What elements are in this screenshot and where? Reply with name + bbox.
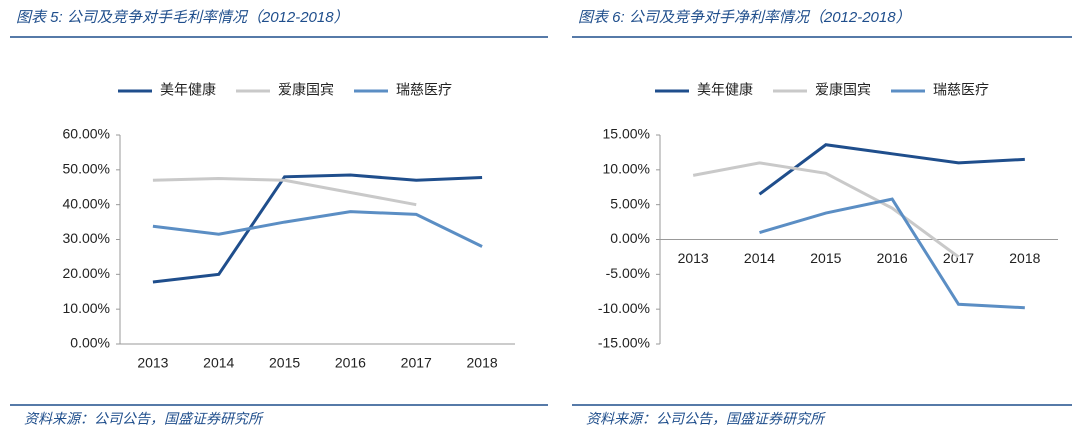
line	[152, 177, 417, 207]
y-tick-label: -15.00%	[598, 335, 650, 351]
y-tick-label: 30.00%	[63, 230, 110, 246]
y-tick-label: 50.00%	[63, 161, 110, 177]
y-tick-label: 0.00%	[70, 335, 110, 351]
y-tick-label: 40.00%	[63, 195, 110, 211]
x-tick-label: 2016	[335, 355, 366, 371]
line	[152, 173, 483, 284]
y-tick-label: 10.00%	[603, 161, 650, 177]
y-tick-label: 5.00%	[610, 195, 650, 211]
legend-label: 美年健康	[160, 82, 216, 98]
line	[758, 143, 1025, 196]
y-tick-label: 0.00%	[610, 230, 650, 246]
line	[152, 210, 483, 248]
line	[759, 197, 1025, 310]
x-tick-label: 2014	[744, 250, 775, 266]
x-tick-label: 2015	[269, 355, 300, 371]
x-tick-label: 2015	[810, 250, 841, 266]
x-tick-label: 2017	[943, 250, 974, 266]
legend-label: 美年健康	[697, 82, 753, 98]
y-tick-label: 15.00%	[603, 126, 650, 142]
x-tick-label: 2018	[1009, 250, 1040, 266]
y-tick-label: 10.00%	[63, 300, 110, 316]
y-tick-label: 60.00%	[63, 126, 110, 142]
source: 资料来源：公司公告，国盛证券研究所	[586, 411, 826, 427]
legend-label: 瑞慈医疗	[933, 82, 989, 98]
x-tick-label: 2018	[467, 355, 498, 371]
chart-title: 图表 6: 公司及竞争对手净利率情况（2012-2018）	[578, 9, 911, 26]
x-tick-label: 2013	[678, 250, 709, 266]
x-tick-label: 2013	[137, 355, 168, 371]
x-tick-label: 2016	[877, 250, 908, 266]
legend-label: 爱康国宾	[815, 82, 871, 98]
y-tick-label: -10.00%	[598, 300, 650, 316]
y-tick-label: 20.00%	[63, 265, 110, 281]
chart-title: 图表 5: 公司及竞争对手毛利率情况（2012-2018）	[16, 9, 349, 26]
source: 资料来源：公司公告，国盛证券研究所	[24, 411, 264, 427]
x-tick-label: 2014	[203, 355, 234, 371]
line	[692, 161, 960, 259]
x-tick-label: 2017	[401, 355, 432, 371]
y-tick-label: -5.00%	[606, 265, 650, 281]
legend-label: 爱康国宾	[278, 82, 334, 98]
legend-label: 瑞慈医疗	[396, 82, 452, 98]
